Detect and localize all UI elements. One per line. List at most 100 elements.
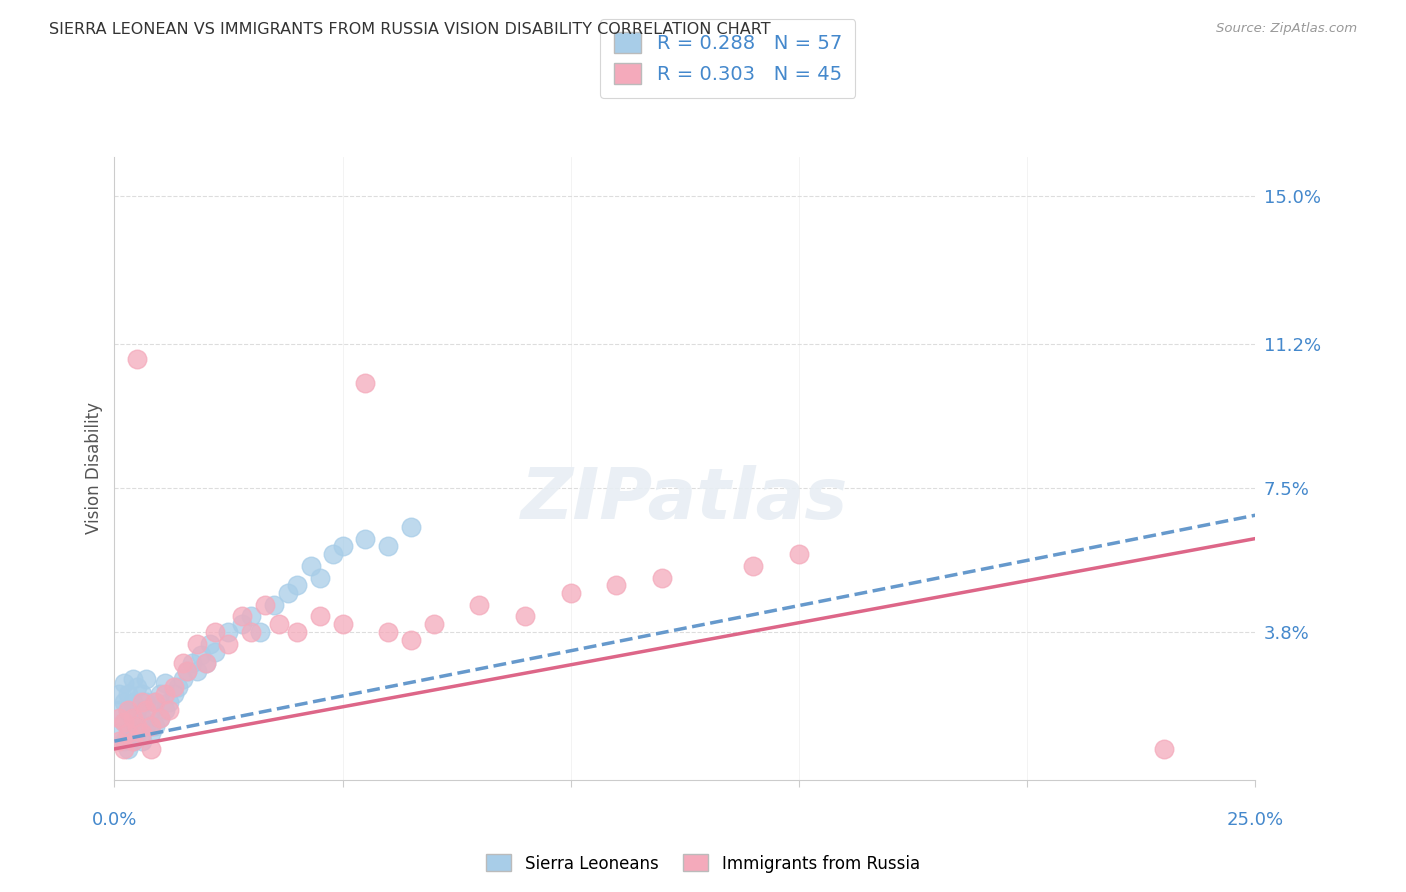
- Point: [108, 687, 131, 701]
- Point: [240, 609, 263, 624]
- Legend: Sierra Leoneans, Immigrants from Russia: Sierra Leoneans, Immigrants from Russia: [479, 847, 927, 880]
- Point: [322, 547, 344, 561]
- Point: [172, 657, 194, 671]
- Point: [263, 598, 285, 612]
- Text: Source: ZipAtlas.com: Source: ZipAtlas.com: [1216, 22, 1357, 36]
- Text: 0.0%: 0.0%: [91, 811, 138, 830]
- Point: [172, 672, 194, 686]
- Point: [108, 734, 131, 748]
- Point: [131, 695, 153, 709]
- Point: [121, 734, 143, 748]
- Point: [117, 687, 139, 701]
- Point: [308, 570, 330, 584]
- Point: [117, 726, 139, 740]
- Point: [377, 625, 399, 640]
- Point: [176, 664, 198, 678]
- Point: [163, 687, 186, 701]
- Point: [135, 672, 157, 686]
- Point: [112, 714, 135, 729]
- Point: [139, 726, 162, 740]
- Point: [117, 703, 139, 717]
- Point: [121, 672, 143, 686]
- Point: [560, 586, 582, 600]
- Point: [399, 520, 422, 534]
- Point: [117, 703, 139, 717]
- Point: [231, 609, 253, 624]
- Point: [787, 547, 810, 561]
- Point: [742, 558, 765, 573]
- Point: [194, 657, 217, 671]
- Point: [332, 540, 354, 554]
- Point: [131, 734, 153, 748]
- Point: [186, 637, 208, 651]
- Legend: R = 0.288   N = 57, R = 0.303   N = 45: R = 0.288 N = 57, R = 0.303 N = 45: [600, 19, 855, 98]
- Point: [112, 675, 135, 690]
- Point: [131, 687, 153, 701]
- Point: [127, 718, 149, 732]
- Point: [135, 703, 157, 717]
- Point: [108, 711, 131, 725]
- Point: [112, 714, 135, 729]
- Point: [139, 703, 162, 717]
- Point: [513, 609, 536, 624]
- Point: [399, 632, 422, 647]
- Point: [153, 675, 176, 690]
- Text: ZIPatlas: ZIPatlas: [522, 465, 848, 534]
- Text: SIERRA LEONEAN VS IMMIGRANTS FROM RUSSIA VISION DISABILITY CORRELATION CHART: SIERRA LEONEAN VS IMMIGRANTS FROM RUSSIA…: [49, 22, 770, 37]
- Point: [332, 617, 354, 632]
- Point: [1153, 742, 1175, 756]
- Point: [135, 718, 157, 732]
- Point: [163, 680, 186, 694]
- Point: [112, 734, 135, 748]
- Point: [153, 687, 176, 701]
- Point: [218, 625, 240, 640]
- Point: [149, 711, 172, 725]
- Point: [249, 625, 271, 640]
- Point: [121, 695, 143, 709]
- Point: [181, 657, 204, 671]
- Point: [153, 703, 176, 717]
- Point: [112, 695, 135, 709]
- Point: [200, 637, 222, 651]
- Point: [145, 695, 167, 709]
- Point: [127, 352, 149, 367]
- Point: [240, 625, 263, 640]
- Point: [157, 695, 180, 709]
- Point: [145, 695, 167, 709]
- Point: [285, 578, 308, 592]
- Point: [139, 718, 162, 732]
- Point: [131, 726, 153, 740]
- Point: [135, 695, 157, 709]
- Point: [121, 734, 143, 748]
- Point: [127, 703, 149, 717]
- Point: [121, 711, 143, 725]
- Text: 25.0%: 25.0%: [1226, 811, 1284, 830]
- Point: [194, 657, 217, 671]
- Point: [176, 664, 198, 678]
- Point: [117, 718, 139, 732]
- Point: [377, 540, 399, 554]
- Point: [354, 376, 377, 390]
- Point: [149, 687, 172, 701]
- Point: [204, 625, 226, 640]
- Point: [186, 664, 208, 678]
- Point: [145, 718, 167, 732]
- Point: [285, 625, 308, 640]
- Point: [167, 680, 190, 694]
- Point: [112, 742, 135, 756]
- Point: [231, 617, 253, 632]
- Point: [127, 726, 149, 740]
- Point: [267, 617, 290, 632]
- Point: [108, 726, 131, 740]
- Point: [149, 711, 172, 725]
- Y-axis label: Vision Disability: Vision Disability: [86, 402, 103, 534]
- Point: [157, 703, 180, 717]
- Point: [308, 609, 330, 624]
- Point: [423, 617, 446, 632]
- Point: [117, 742, 139, 756]
- Point: [131, 711, 153, 725]
- Point: [204, 644, 226, 658]
- Point: [190, 648, 212, 663]
- Point: [218, 637, 240, 651]
- Point: [127, 680, 149, 694]
